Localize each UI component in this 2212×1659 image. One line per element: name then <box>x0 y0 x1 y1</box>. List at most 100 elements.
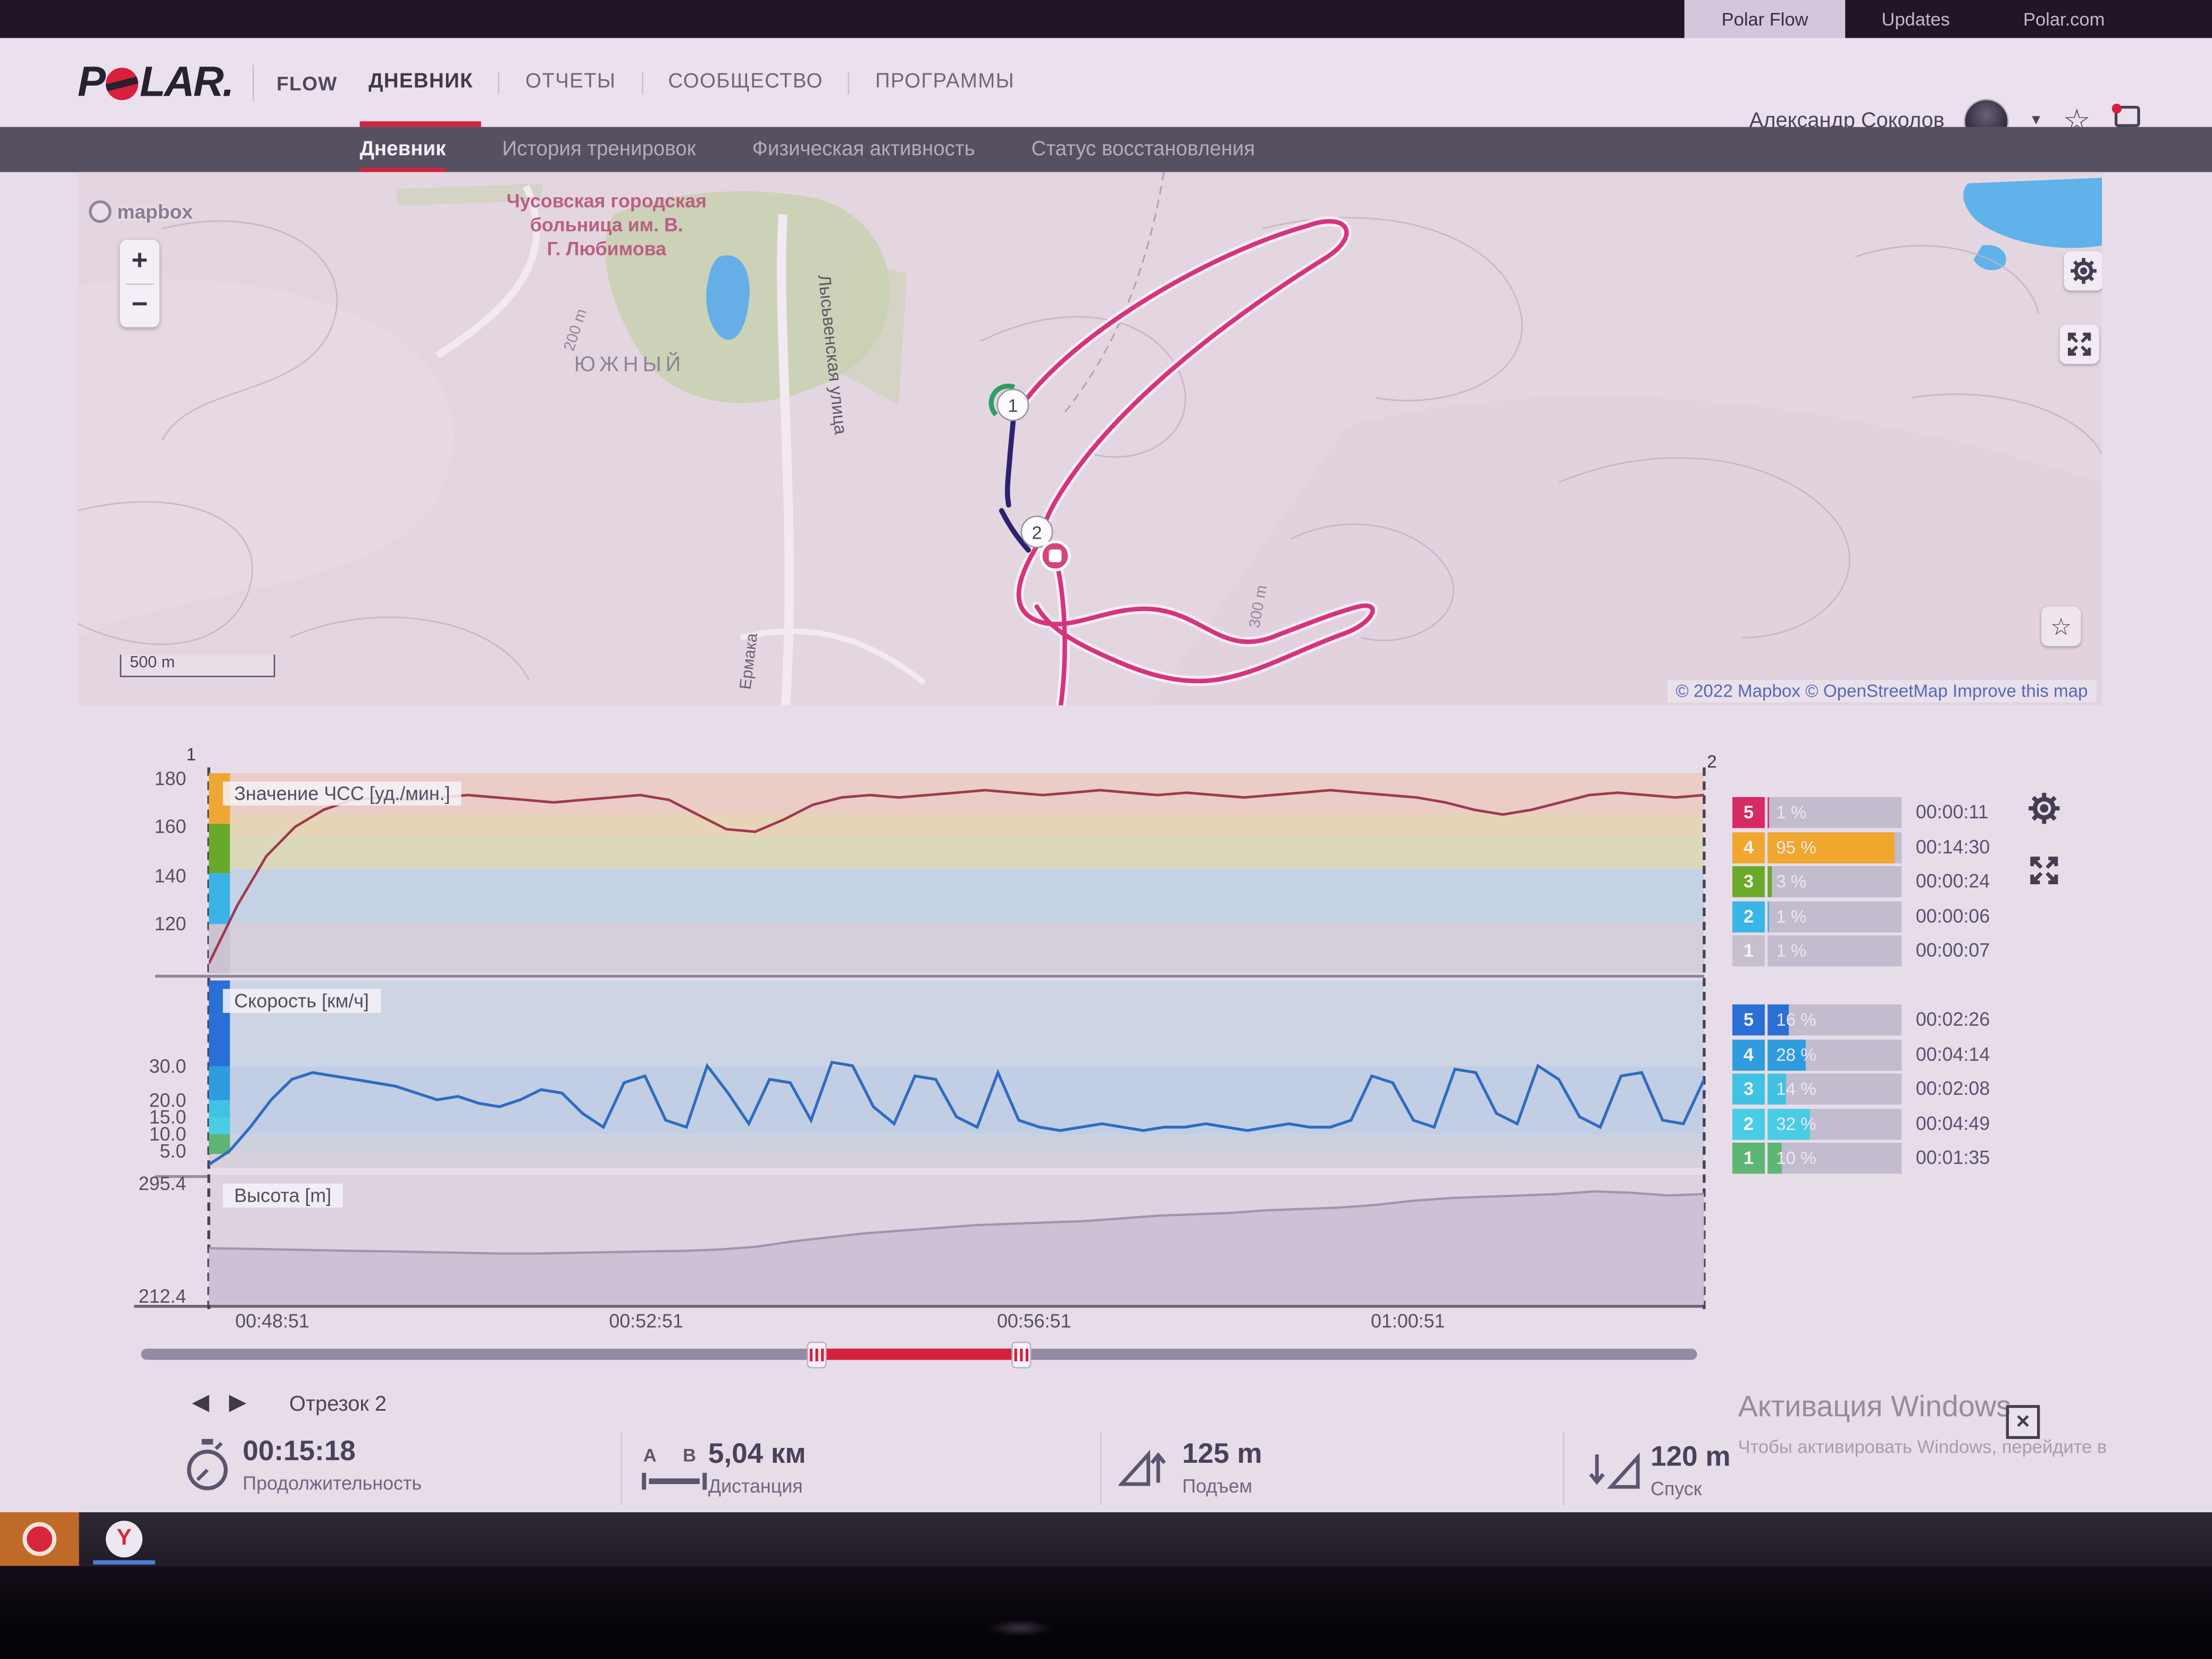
gear-icon <box>2071 258 2097 284</box>
plot-right-border <box>1703 767 1706 1310</box>
browser-tab-0[interactable]: Polar Flow <box>1685 0 1845 38</box>
hr-chart[interactable]: Значение ЧСС [уд./мин.] <box>208 773 1704 974</box>
expand-icon <box>2067 332 2091 356</box>
yandex-browser-icon: Y <box>105 1520 143 1557</box>
point-a-label: A <box>643 1444 657 1466</box>
zone-bar: 1 % <box>1767 900 1902 932</box>
map-settings-button[interactable] <box>2064 251 2102 291</box>
zone-column-segment <box>208 1134 230 1154</box>
zone-bar: 1 % <box>1767 935 1902 967</box>
zone-bar: 16 % <box>1767 1004 1902 1036</box>
zone-time: 00:01:35 <box>1915 1146 1990 1168</box>
chevron-down-icon[interactable]: ▼ <box>2029 113 2043 129</box>
marker-end-icon <box>1049 549 1062 563</box>
slider-selection[interactable] <box>817 1348 1023 1360</box>
zone-column-segment <box>208 1066 230 1100</box>
windows-activation-subtitle: Чтобы активировать Windows, перейдите в <box>1738 1436 2107 1457</box>
prev-segment-button[interactable]: ◀ <box>191 1390 210 1415</box>
zone-number: 1 <box>1732 935 1765 967</box>
zone-time: 00:02:08 <box>1915 1077 1990 1099</box>
taskbar-polar-app[interactable] <box>0 1512 79 1566</box>
zone-percent: 16 % <box>1776 1010 1816 1030</box>
zone-percent: 10 % <box>1776 1148 1816 1168</box>
time-axis-label: 00:56:51 <box>996 1310 1071 1332</box>
zone-band <box>208 1066 1704 1134</box>
slider-handle-right[interactable] <box>1011 1342 1032 1369</box>
taskbar-yandex-browser[interactable]: Y <box>90 1515 158 1562</box>
lap-marker-right: 2 <box>1707 752 1717 772</box>
zone-number: 1 <box>1732 1142 1765 1174</box>
polar-logo[interactable]: P LAR. <box>78 58 234 106</box>
zone-row: 2 32 % 00:04:49 <box>1732 1108 2037 1139</box>
zone-bar-fill <box>1767 1142 1781 1174</box>
stopwatch-icon <box>187 1439 228 1490</box>
zone-bar: 95 % <box>1767 831 1902 863</box>
subnav-item-3[interactable]: Статус восстановления <box>1031 138 1255 161</box>
nav-item-3[interactable]: ПРОГРАММЫ <box>875 70 1015 94</box>
time-range-slider[interactable] <box>141 1340 1697 1371</box>
subnav-item-0[interactable]: Дневник <box>359 127 446 172</box>
subnav-item-1[interactable]: История тренировок <box>502 138 696 161</box>
route-track <box>1015 219 1375 706</box>
zone-band <box>208 836 1704 868</box>
zone-bar-fill <box>1767 866 1772 898</box>
zoom-in-button[interactable]: + <box>131 245 148 276</box>
zone-column-segment <box>208 1100 230 1117</box>
zone-percent: 3 % <box>1776 872 1807 892</box>
chart-settings-button[interactable] <box>2027 791 2061 832</box>
zone-time: 00:00:24 <box>1915 870 1990 892</box>
windows-activation-title: Активация Windows <box>1738 1390 2012 1423</box>
hr-chart-label: Значение ЧСС [уд./мин.] <box>223 781 462 806</box>
time-axis-labels: 00:48:51 00:52:51 00:56:51 01:00:51 <box>209 1311 1704 1336</box>
alt-axis: 295.4 212.4 <box>110 1173 197 1307</box>
close-icon[interactable]: ✕ <box>2006 1405 2040 1439</box>
mapbox-logo[interactable]: mapbox <box>89 200 193 223</box>
map-scalebar: 500 m <box>120 655 275 677</box>
zone-band <box>208 868 1704 923</box>
zone-number: 3 <box>1732 866 1765 898</box>
zone-percent: 1 % <box>1776 906 1807 926</box>
zone-column-segment <box>208 1117 230 1134</box>
nav-item-1[interactable]: ОТЧЕТЫ <box>525 70 616 94</box>
altitude-chart[interactable]: Высота [m] <box>208 1175 1704 1305</box>
zoom-out-button[interactable]: − <box>131 289 148 321</box>
summary-divider <box>1563 1431 1565 1505</box>
browser-tab-1[interactable]: Updates <box>1881 8 1950 30</box>
slider-handle-left[interactable] <box>807 1342 827 1369</box>
subnav-item-2[interactable]: Физическая активность <box>752 138 975 161</box>
zone-bar: 10 % <box>1767 1142 1902 1174</box>
map-favorite-button[interactable]: ☆ <box>2041 606 2081 647</box>
nav-item-2[interactable]: СООБЩЕСТВО <box>668 70 823 94</box>
next-segment-button[interactable]: ▶ <box>229 1390 247 1415</box>
axis-tick: 30.0 <box>149 1055 187 1077</box>
zone-column-segment <box>208 824 230 874</box>
zone-number: 2 <box>1732 900 1765 932</box>
route-markers: 1 2 <box>988 383 1071 572</box>
map-zoom-control: + − <box>120 240 160 328</box>
hr-axis: 180 160 140 120 <box>110 767 197 974</box>
browser-tab-2[interactable]: Polar.com <box>2023 8 2105 30</box>
map-attribution[interactable]: © 2022 Mapbox © OpenStreetMap Improve th… <box>1667 680 2097 703</box>
axis-tick: 160 <box>154 816 187 837</box>
zone-time: 00:00:11 <box>1915 801 1989 823</box>
descent-label: Спуск <box>1650 1478 1702 1500</box>
zone-bar: 14 % <box>1767 1073 1902 1105</box>
taskbar: Y <box>0 1512 2212 1566</box>
map-fullscreen-button[interactable] <box>2059 324 2099 364</box>
chart-divider <box>155 975 1704 977</box>
axis-tick: 295.4 <box>138 1173 187 1195</box>
summary-divider <box>621 1431 622 1505</box>
chart-fullscreen-button[interactable] <box>2027 853 2061 894</box>
zone-band <box>208 980 1704 1066</box>
zone-percent: 28 % <box>1776 1044 1816 1065</box>
nav-item-0[interactable]: ДНЕВНИК <box>360 38 482 127</box>
star-icon: ☆ <box>2050 613 2072 640</box>
zone-bar-fill <box>1767 831 1895 863</box>
route-map[interactable]: 1 2 Чусовская городская больница им. В. … <box>77 172 2102 706</box>
route-selected-segment <box>999 406 1031 553</box>
speed-chart[interactable]: Скорость [км/ч] <box>208 980 1704 1168</box>
ascent-icon <box>1118 1449 1166 1486</box>
